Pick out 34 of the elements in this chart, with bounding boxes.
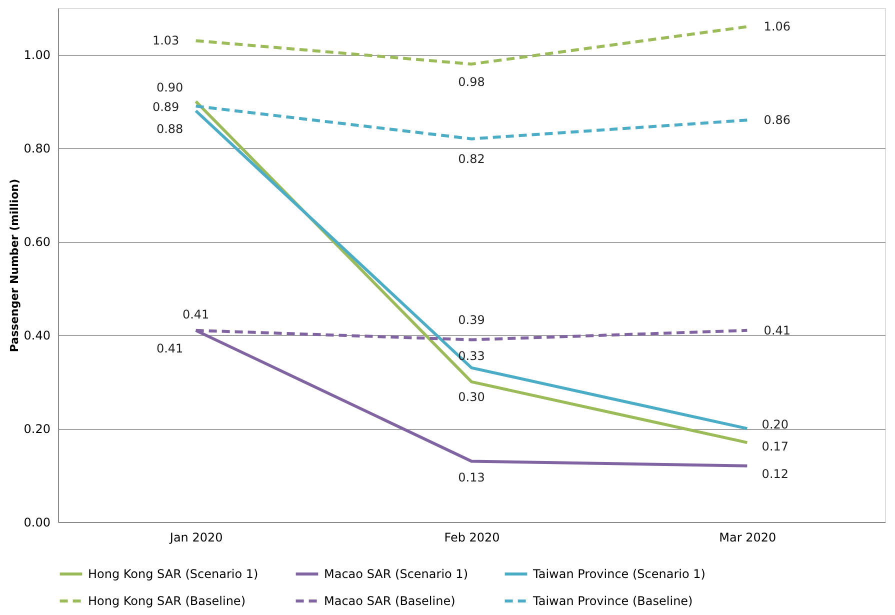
y-tick-label: 0.80 <box>24 142 50 156</box>
data-label: 0.13 <box>458 470 485 484</box>
y-tick-label: 0.60 <box>24 235 50 250</box>
data-label: 0.30 <box>458 390 485 404</box>
data-label: 0.41 <box>182 307 210 322</box>
data-label: 0.89 <box>152 100 180 114</box>
y-tick-label: 0.00 <box>24 516 50 530</box>
data-label: 0.20 <box>762 418 789 432</box>
data-label: 1.06 <box>764 20 791 34</box>
data-label: 0.88 <box>156 122 184 136</box>
legend-label: Taiwan Province (Baseline) <box>532 594 693 608</box>
y-tick-label: 0.40 <box>24 328 50 343</box>
y-tick-label: 1.00 <box>24 48 50 62</box>
legend-label: Hong Kong SAR (Scenario 1) <box>88 567 258 581</box>
x-tick-label: Mar 2020 <box>719 530 776 544</box>
data-label: 0.39 <box>458 312 485 327</box>
y-axis-title: Passenger Number (million) <box>8 178 21 352</box>
data-label: 0.33 <box>458 348 485 363</box>
legend-label: Macao SAR (Baseline) <box>324 594 456 608</box>
x-tick-label: Jan 2020 <box>168 530 223 544</box>
data-label: 0.98 <box>458 75 485 90</box>
data-label: 1.03 <box>152 34 180 48</box>
legend-label: Macao SAR (Scenario 1) <box>324 567 468 581</box>
data-label: 0.90 <box>156 80 184 94</box>
data-label: 0.17 <box>762 440 789 454</box>
data-label: 0.86 <box>764 113 791 128</box>
x-tick-label: Feb 2020 <box>444 530 500 544</box>
data-label: 0.41 <box>156 341 184 356</box>
data-label: 0.12 <box>762 466 789 481</box>
data-label: 0.82 <box>458 152 485 166</box>
legend-label: Taiwan Province (Scenario 1) <box>532 567 706 581</box>
y-tick-label: 0.20 <box>24 422 50 436</box>
data-label: 0.41 <box>764 323 791 338</box>
legend-label: Hong Kong SAR (Baseline) <box>88 594 246 608</box>
